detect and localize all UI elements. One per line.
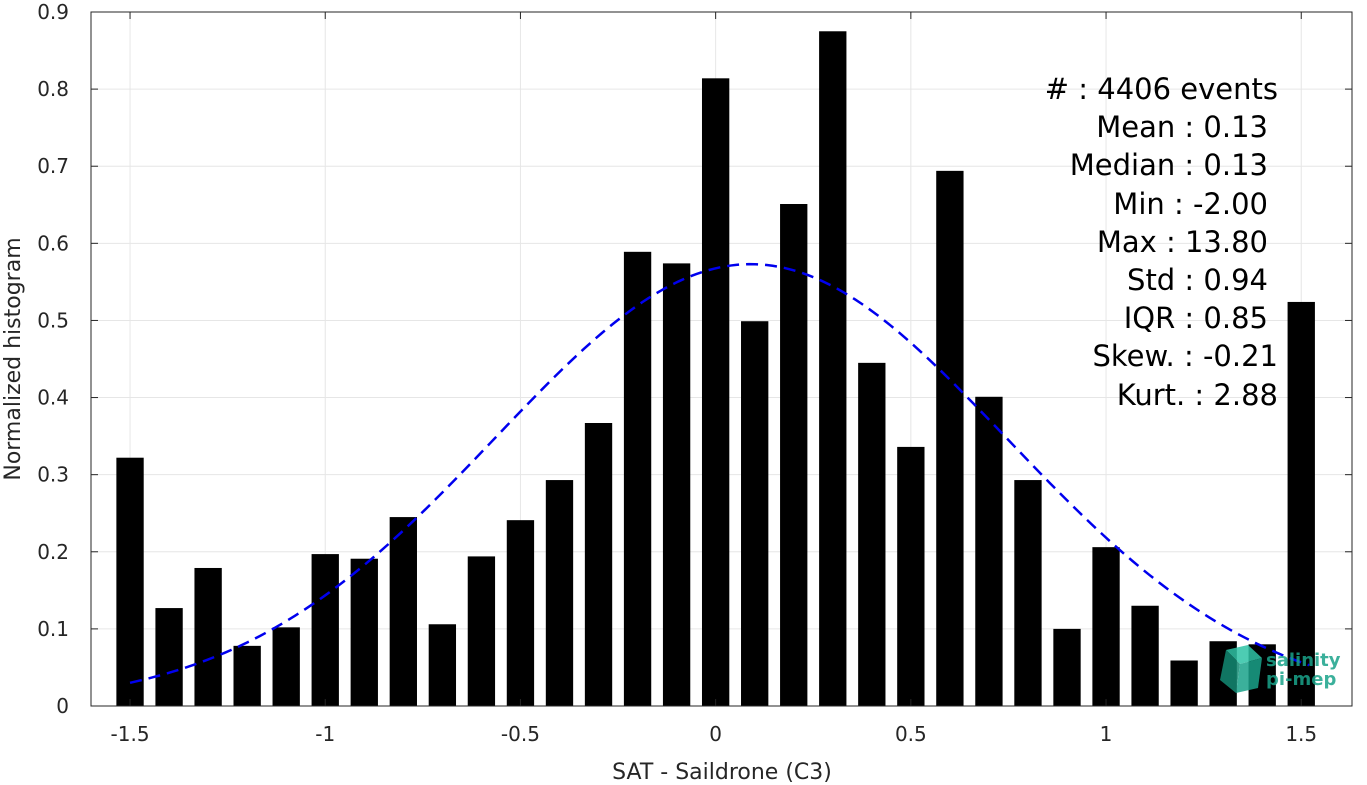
histogram-bar xyxy=(936,170,964,707)
histogram-bar xyxy=(1014,480,1042,706)
histogram-bar xyxy=(741,321,769,706)
histogram-bar xyxy=(428,624,457,706)
logo-line1: salinity xyxy=(1266,650,1341,671)
histogram-bar xyxy=(701,78,730,706)
histogram-bar xyxy=(1092,547,1120,706)
y-tick-label: 0.8 xyxy=(37,77,69,101)
y-tick-label: 0.1 xyxy=(37,617,69,641)
stat-events: # : 4406 events xyxy=(1045,72,1278,106)
histogram-bar xyxy=(155,608,183,706)
bars xyxy=(116,31,1315,707)
x-axis-label: SAT - Saildrone (C3) xyxy=(612,760,832,785)
histogram-bar xyxy=(662,263,691,706)
y-tick-label: 0.2 xyxy=(37,540,69,564)
x-tick-label: -1.5 xyxy=(111,722,150,746)
histogram-bar xyxy=(1131,605,1159,706)
x-tick-label: 1 xyxy=(1100,722,1113,746)
histogram-bar xyxy=(545,480,574,706)
stat-iqr: IQR : 0.85 xyxy=(1124,301,1268,335)
histogram-bar xyxy=(233,645,261,706)
y-tick-label: 0.5 xyxy=(37,308,69,332)
y-tick-label: 0.7 xyxy=(37,154,69,178)
histogram-bar xyxy=(389,517,417,706)
histogram-bar xyxy=(897,446,925,706)
y-tick-label: 0.3 xyxy=(37,463,69,487)
fit-curve xyxy=(129,262,1310,685)
stat-std: Std : 0.94 xyxy=(1127,263,1268,297)
x-ticks: -1.5 -1 -0.5 0 0.5 1 1.5 xyxy=(111,12,1317,746)
stat-min: Min : -2.00 xyxy=(1113,187,1268,221)
stat-median: Median : 0.13 xyxy=(1070,148,1268,182)
x-tick-label: -0.5 xyxy=(501,722,540,746)
histogram-bar xyxy=(311,554,339,706)
histogram-bar xyxy=(1287,301,1315,706)
histogram-bar xyxy=(975,396,1003,706)
histogram-bar xyxy=(623,251,652,706)
y-tick-label: 0 xyxy=(56,694,69,718)
histogram-bar xyxy=(858,362,886,706)
plot-frame xyxy=(90,11,1353,707)
y-tick-label: 0.6 xyxy=(37,231,69,255)
stat-kurt: Kurt. : 2.88 xyxy=(1117,378,1278,412)
stat-mean: Mean : 0.13 xyxy=(1096,110,1268,144)
x-tick-label: 1.5 xyxy=(1285,722,1317,746)
stat-max: Max : 13.80 xyxy=(1097,225,1268,259)
histogram-bar xyxy=(1170,660,1198,706)
histogram-bar xyxy=(194,567,222,706)
y-tick-label: 0.9 xyxy=(37,0,69,24)
y-tick-label: 0.4 xyxy=(37,386,69,410)
stats-box: # : 4406 events Mean : 0.13 Median : 0.1… xyxy=(1045,72,1278,412)
histogram-bar xyxy=(272,627,300,706)
histogram-bar xyxy=(506,520,535,706)
x-tick-label: 0.5 xyxy=(895,722,927,746)
histogram-bar xyxy=(350,558,378,706)
x-tick-label: -1 xyxy=(315,722,335,746)
salinity-logo: salinity pi-mep xyxy=(1220,645,1341,693)
histogram-bar xyxy=(584,423,613,706)
y-axis-label: Normalized histogram xyxy=(1,237,26,480)
cube-icon xyxy=(1220,645,1262,693)
histogram-bar xyxy=(819,31,847,707)
x-tick-label: 0 xyxy=(709,722,722,746)
y-ticks: 0 0.1 0.2 0.3 0.4 0.5 0.6 0.7 0.8 0.9 xyxy=(37,0,1352,718)
histogram-bar xyxy=(467,556,496,706)
logo-line2: pi-mep xyxy=(1266,669,1336,690)
histogram-bar xyxy=(1053,628,1081,706)
histogram-bar xyxy=(780,204,808,707)
stat-skew: Skew. : -0.21 xyxy=(1092,339,1278,373)
histogram-bar xyxy=(116,457,144,706)
